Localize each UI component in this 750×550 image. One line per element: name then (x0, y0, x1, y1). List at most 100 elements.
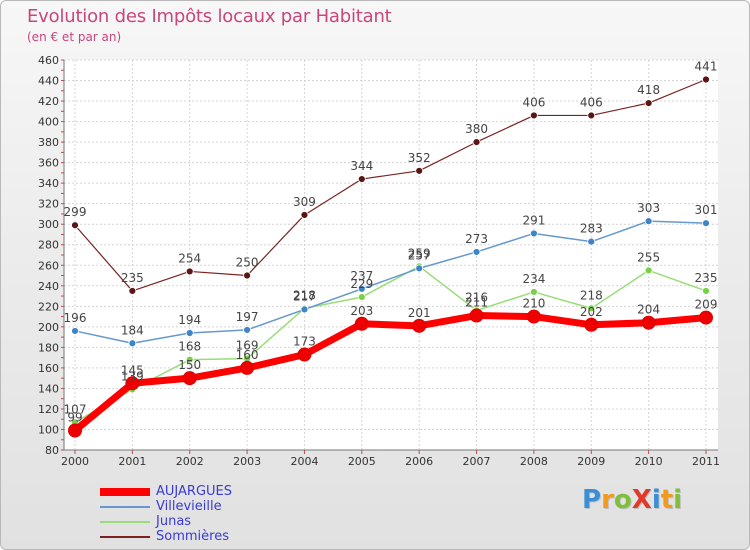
data-label-villevieille: 303 (637, 201, 660, 215)
data-label-sommieres: 406 (522, 95, 545, 109)
y-tick-label: 320 (38, 198, 59, 211)
logo-letter: r (601, 485, 614, 515)
y-tick-label: 140 (38, 382, 59, 395)
data-label-junas: 169 (236, 339, 259, 353)
data-label-sommieres: 352 (408, 151, 431, 165)
y-tick-label: 240 (38, 280, 59, 293)
data-point-aujargues (699, 310, 713, 325)
data-point-aujargues (68, 423, 82, 438)
data-point-villevieille (71, 327, 79, 335)
series-line-villevieille (74, 220, 707, 345)
legend-label: Junas (156, 514, 192, 529)
data-point-aujargues (641, 315, 656, 330)
series-villevieille (71, 217, 710, 348)
logo-letter: P (582, 485, 602, 515)
data-label-villevieille: 257 (408, 248, 431, 262)
data-point-sommieres (530, 111, 538, 120)
y-tick-label: 260 (38, 259, 59, 272)
chart-title: Evolution des Impôts locaux par Habitant (27, 6, 392, 27)
data-label-aujargues: 202 (580, 305, 603, 319)
legend-item: Sommières (100, 529, 320, 545)
data-point-villevieille (185, 329, 194, 337)
data-label-sommieres: 250 (236, 256, 259, 270)
data-point-aujargues (412, 318, 427, 333)
logo-letter: i (651, 485, 661, 515)
data-label-junas: 218 (580, 288, 603, 302)
data-point-junas (530, 288, 538, 296)
data-label-villevieille: 301 (695, 203, 718, 217)
data-label-junas: 235 (695, 271, 718, 285)
data-label-villevieille: 194 (178, 313, 201, 327)
data-label-villevieille: 237 (350, 269, 373, 283)
y-tick-label: 180 (38, 341, 59, 354)
data-point-villevieille (300, 305, 309, 314)
series-sommieres (71, 75, 710, 295)
data-point-junas (702, 287, 710, 295)
data-label-aujargues: 160 (236, 348, 259, 362)
logo-letter: X (631, 485, 652, 515)
data-label-villevieille: 283 (580, 222, 603, 236)
y-tick-label: 160 (38, 362, 59, 375)
data-point-sommieres (185, 267, 194, 276)
data-point-villevieille (243, 326, 251, 334)
legend-label: AUJARGUES (156, 484, 232, 499)
y-tick-label: 300 (38, 218, 59, 231)
y-tick-label: 420 (38, 95, 59, 108)
data-label-aujargues: 150 (178, 358, 201, 372)
x-tick-label: 2002 (176, 455, 204, 468)
data-label-aujargues: 203 (350, 304, 373, 318)
data-point-villevieille (587, 237, 596, 246)
y-tick-label: 360 (38, 157, 59, 170)
data-label-aujargues: 173 (293, 335, 316, 349)
x-tick-label: 2005 (348, 455, 376, 468)
series-line-junas (74, 265, 707, 423)
data-point-junas (587, 304, 596, 313)
data-point-aujargues (297, 347, 312, 362)
legend-swatch (100, 521, 150, 523)
data-label-sommieres: 299 (64, 205, 87, 219)
logo-letter: o (613, 485, 632, 515)
x-tick-label: 2008 (520, 455, 548, 468)
x-tick-label: 2003 (233, 455, 261, 468)
x-tick-label: 2006 (405, 455, 433, 468)
logo-letter: i (673, 485, 683, 515)
data-point-sommieres (128, 287, 137, 295)
legend-swatch (100, 536, 150, 538)
data-point-villevieille (415, 264, 424, 273)
y-tick-label: 380 (38, 136, 59, 149)
data-label-junas: 229 (350, 277, 373, 291)
data-point-aujargues (526, 309, 541, 324)
x-tick-label: 2007 (463, 455, 491, 468)
data-label-aujargues: 99 (67, 411, 82, 425)
y-tick-label: 120 (38, 403, 59, 416)
data-point-aujargues (469, 308, 484, 323)
data-label-villevieille: 196 (64, 311, 87, 325)
proxiti-logo: ProXiti (582, 485, 682, 515)
legend-label: Sommières (156, 529, 229, 544)
y-tick-label: 400 (38, 116, 59, 129)
data-point-villevieille (644, 217, 653, 226)
data-label-junas: 107 (64, 402, 87, 416)
data-label-villevieille: 217 (293, 289, 316, 303)
data-point-aujargues (584, 317, 599, 332)
data-point-aujargues (125, 376, 140, 391)
legend-swatch (100, 506, 150, 508)
data-label-sommieres: 235 (121, 271, 144, 285)
y-tick-label: 200 (38, 321, 59, 334)
data-point-junas (644, 266, 653, 275)
chart-subtitle: (en € et par an) (27, 30, 122, 44)
logo-letter: t (660, 485, 674, 515)
data-label-villevieille: 197 (236, 310, 259, 324)
data-point-villevieille (128, 339, 137, 348)
data-label-junas: 259 (408, 246, 431, 260)
data-point-sommieres (702, 75, 710, 84)
data-label-sommieres: 418 (637, 83, 660, 97)
data-point-sommieres (243, 271, 251, 280)
data-label-sommieres: 309 (293, 195, 316, 209)
data-label-aujargues: 145 (121, 363, 144, 377)
series-aujargues (68, 308, 713, 438)
x-tick-label: 2000 (61, 455, 89, 468)
y-tick-label: 440 (38, 75, 59, 88)
chart-legend: AUJARGUES Villevieille Junas Sommières (100, 484, 320, 545)
data-label-villevieille: 184 (121, 323, 144, 337)
